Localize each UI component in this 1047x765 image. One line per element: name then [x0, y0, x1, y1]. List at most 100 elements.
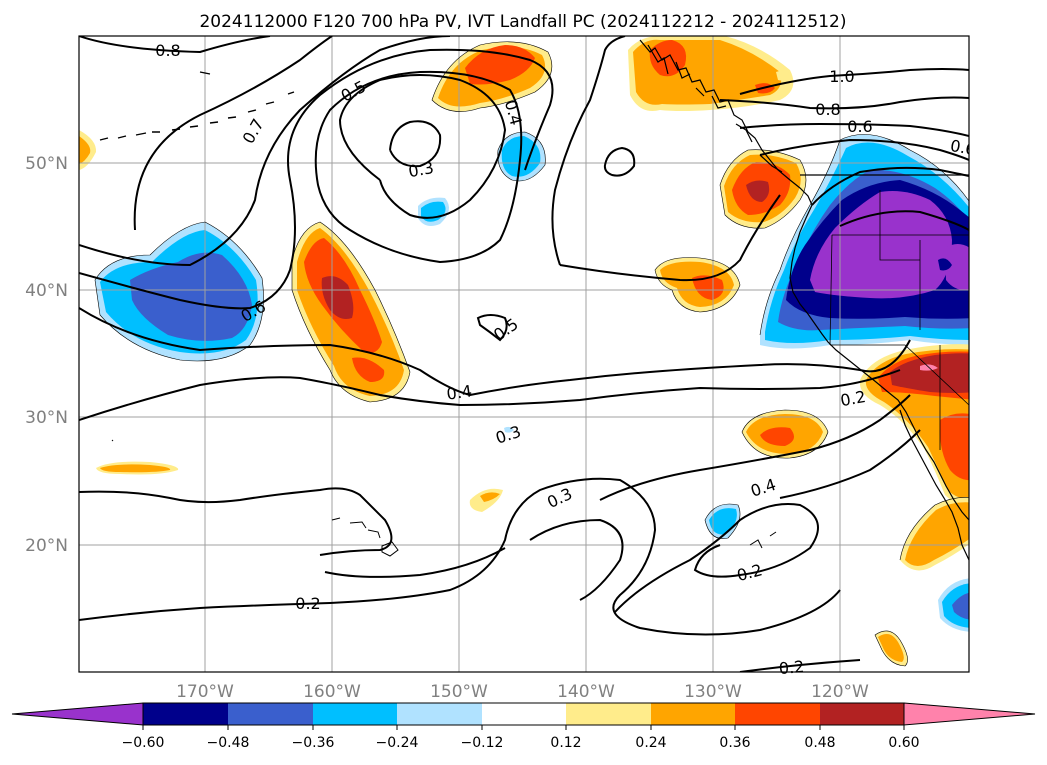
- colorbar-frame: [142, 702, 905, 726]
- fill-blob: [890, 353, 969, 393]
- colorbar-bin: [143, 703, 228, 725]
- contour-line: [739, 659, 861, 672]
- lon-label: 160°W: [303, 682, 361, 702]
- contour-line: [79, 487, 393, 556]
- coastline-baja: [899, 409, 969, 561]
- lat-label: 20°N: [25, 536, 68, 556]
- contour-line: [79, 369, 901, 421]
- contour-line: [739, 68, 969, 95]
- colorbar-tick-label: −0.48: [207, 735, 250, 751]
- fill-blob: [504, 426, 514, 433]
- fill-blob: [465, 45, 535, 85]
- colorbar-tick-label: −0.24: [376, 735, 419, 751]
- fill-blob: [952, 592, 969, 620]
- lon-label: 120°W: [811, 682, 869, 702]
- colorbar-tick-label: 0.48: [804, 735, 835, 751]
- contour-line: [476, 314, 508, 342]
- colorbar-bin: [566, 703, 651, 725]
- contour-label: 1.0: [829, 67, 854, 86]
- colorbar-tick-label: 0.24: [635, 735, 666, 751]
- contour-line: [79, 477, 841, 636]
- contour-line: [719, 96, 969, 110]
- colorbar-extend-max: [903, 702, 1036, 726]
- contour-line: [79, 36, 451, 267]
- contour-line: [559, 194, 781, 282]
- contour-label: 0.8: [155, 41, 180, 60]
- contour-line: [759, 138, 969, 161]
- lat-label: 50°N: [25, 154, 68, 174]
- contour-line: [839, 210, 969, 231]
- contour-line: [529, 518, 624, 601]
- contour-line: [811, 166, 969, 206]
- contour-line: [79, 36, 271, 54]
- fill-blob: [878, 633, 904, 662]
- contour-label: 0.8: [815, 100, 840, 119]
- contour-line: [389, 120, 442, 168]
- contour-line: [614, 503, 819, 613]
- contour-lines: [79, 36, 969, 672]
- contour-line: [79, 48, 554, 310]
- contour-line: [338, 74, 507, 219]
- contour-label: 0.2: [778, 657, 805, 678]
- lon-label: 150°W: [430, 682, 488, 702]
- lon-label: 170°W: [176, 682, 234, 702]
- latitude-labels: 50°N 40°N 30°N 20°N: [25, 154, 68, 556]
- figure-title: 2024112000 F120 700 hPa PV, IVT Landfall…: [199, 12, 846, 32]
- contour-label: 0.4: [445, 381, 473, 403]
- colorbar-bin: [651, 703, 735, 725]
- colorbar-tick-labels: −0.60 −0.48 −0.36 −0.24 −0.12 0.12 0.24 …: [122, 735, 920, 751]
- colorbar-bin: [397, 703, 482, 725]
- contour-line: [779, 429, 921, 499]
- fill-blob: [692, 275, 724, 300]
- colorbar-tick-label: −0.12: [461, 735, 504, 751]
- fill-blob: [905, 502, 969, 566]
- colorbar-bin: [228, 703, 313, 725]
- lat-label: 30°N: [25, 408, 68, 428]
- filled-region-outlines: [94, 41, 969, 667]
- fill-blob: [480, 492, 500, 502]
- state-borders: [829, 190, 969, 450]
- lat-label: 40°N: [25, 281, 68, 301]
- contour-label: 0.2: [295, 594, 320, 613]
- contour-label: 0.6: [949, 136, 977, 159]
- colorbar-bin: [482, 703, 566, 725]
- colorbar-tick-label: −0.36: [292, 735, 335, 751]
- fill-blob: [100, 464, 171, 473]
- fill-blob: [938, 258, 952, 271]
- coastline-hawaii: [331, 517, 399, 557]
- colorbar-ticks: [142, 725, 905, 730]
- fill-blob: [79, 136, 91, 164]
- contour-line: [133, 36, 333, 231]
- colorbar: −0.60 −0.48 −0.36 −0.24 −0.12 0.12 0.24 …: [11, 702, 1036, 751]
- fill-blob: [945, 244, 969, 291]
- contour-label: 0.6: [847, 117, 872, 136]
- longitude-labels: 170°W 160°W 150°W 140°W 130°W 120°W: [176, 682, 869, 702]
- colorbar-bin: [820, 703, 904, 725]
- gridlines: [79, 36, 969, 672]
- coastline-small-islands: [111, 439, 777, 549]
- colorbar-bin: [313, 703, 397, 725]
- colorbar-extend-min: [11, 702, 144, 726]
- contour-line: [551, 36, 626, 266]
- contour-line: [599, 394, 911, 501]
- fill-blob: [709, 508, 737, 535]
- fill-blob: [810, 191, 952, 299]
- colorbar-tick-label: 0.36: [719, 735, 750, 751]
- colorbar-bin: [735, 703, 820, 725]
- fill-blob: [130, 252, 252, 341]
- fill-blob: [776, 70, 792, 81]
- coastline-us-west: [789, 204, 969, 521]
- plot-frame: [78, 35, 970, 673]
- contour-line: [324, 547, 506, 578]
- contour-label: 0.3: [407, 158, 435, 181]
- lon-label: 130°W: [684, 682, 742, 702]
- colorbar-tick-label: −0.60: [122, 735, 165, 751]
- fill-blob: [760, 427, 794, 446]
- fill-blob: [939, 413, 969, 481]
- colorbar-tick-label: 0.60: [888, 735, 919, 751]
- colorbar-tick-label: 0.12: [550, 735, 581, 751]
- lon-label: 140°W: [557, 682, 615, 702]
- coastline-canada-islands: [647, 44, 783, 173]
- contour-label: 0.2: [839, 387, 867, 410]
